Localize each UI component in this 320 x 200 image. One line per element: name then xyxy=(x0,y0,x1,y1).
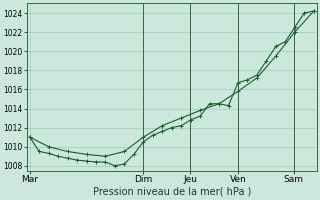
X-axis label: Pression niveau de la mer( hPa ): Pression niveau de la mer( hPa ) xyxy=(92,187,251,197)
